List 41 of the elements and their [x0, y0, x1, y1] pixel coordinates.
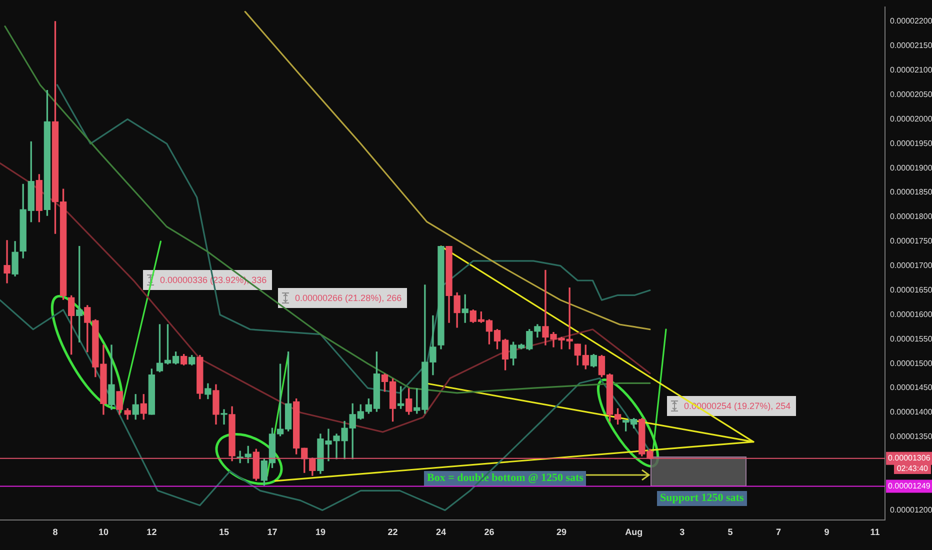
y-tick-label: 0.00001800 [890, 212, 932, 222]
y-tick-label: 0.00002050 [890, 90, 932, 99]
y-tick-label: 0.00002100 [890, 66, 932, 75]
y-tick-label: 0.00001900 [890, 163, 932, 172]
x-tick-label: 7 [776, 526, 782, 537]
y-tick-label: 0.00001450 [890, 383, 932, 392]
annotation: Box = double bottom @ 1250 sats [427, 472, 584, 484]
x-tick-label: 17 [267, 526, 278, 537]
y-tick-label: 0.00001750 [890, 236, 932, 246]
x-tick-label: 15 [219, 526, 230, 537]
annotation: 0.00000266 (21.28%), 266 [295, 293, 402, 303]
x-tick-label: 19 [315, 526, 326, 537]
y-tick-label: 0.00002150 [890, 41, 932, 50]
x-tick-label: 8 [52, 526, 58, 537]
ref-line-label: 0.00001249 [888, 481, 931, 490]
x-tick-label: 5 [728, 526, 733, 537]
x-tick-label: 24 [436, 526, 446, 537]
x-tick-label: 26 [484, 526, 494, 537]
y-tick-label: 0.00001650 [890, 285, 932, 294]
x-tick-label: 9 [824, 526, 830, 537]
y-tick-label: 0.00001950 [890, 138, 932, 148]
y-tick-label: 0.00001350 [890, 432, 932, 442]
x-tick-label: 12 [146, 526, 157, 537]
ref-line-label: 0.00001306 [888, 454, 931, 463]
y-tick-label: 0.00001500 [890, 358, 932, 368]
y-tick-label: 0.00001850 [890, 188, 932, 197]
x-tick-label: 10 [98, 526, 108, 537]
y-tick-label: 0.00001400 [890, 408, 932, 417]
x-tick-label: Aug [625, 526, 643, 537]
y-tick-label: 0.00001550 [890, 334, 932, 344]
annotation: Support 1250 sats [660, 492, 744, 504]
y-tick-label: 0.00001200 [890, 505, 932, 514]
y-tick-label: 0.00001700 [890, 261, 932, 270]
x-tick-label: 29 [556, 526, 567, 537]
text: 02:43:40 [896, 464, 928, 472]
y-tick-label: 0.00002200 [890, 16, 932, 26]
y-tick-label: 0.00001600 [890, 310, 932, 319]
x-tick-label: 11 [870, 526, 880, 537]
y-tick-label: 0.00002000 [890, 114, 932, 124]
x-tick-label: 3 [680, 526, 685, 537]
x-tick-label: 22 [388, 526, 398, 537]
